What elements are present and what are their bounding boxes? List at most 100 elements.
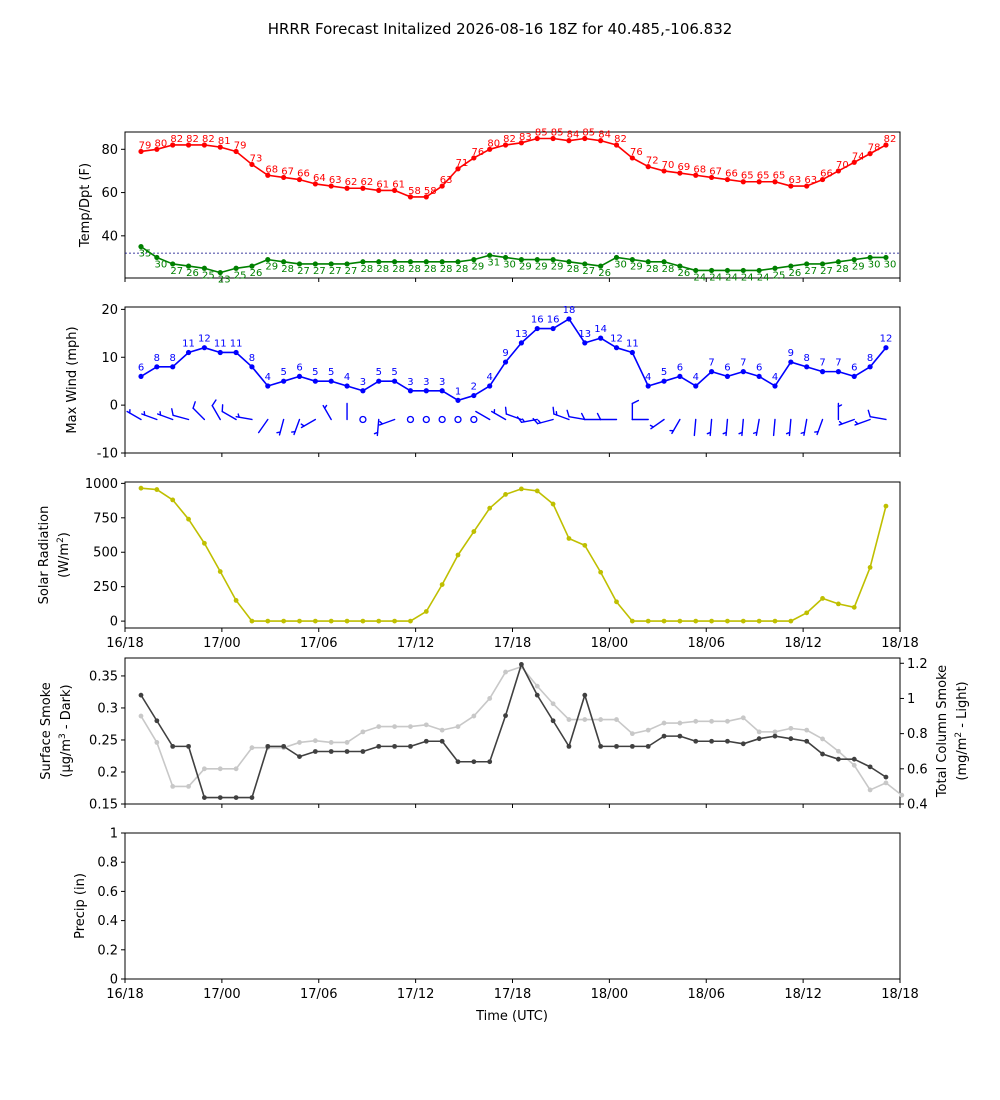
solar-radiation-point xyxy=(677,618,683,624)
temperature-data-label: 62 xyxy=(361,177,374,188)
wind-barb xyxy=(291,418,301,436)
surface-smoke-point xyxy=(233,795,239,800)
dewpoint-data-label: 29 xyxy=(551,262,564,273)
surface-smoke-point xyxy=(281,743,287,749)
wind-barb-full-flag xyxy=(211,399,217,407)
wind-barb-half-flag xyxy=(129,408,131,414)
surface-smoke-point xyxy=(614,743,619,749)
dewpoint-point xyxy=(217,269,223,276)
dewpoint-data-label: 30 xyxy=(154,259,167,270)
solar-radiation-point xyxy=(629,618,635,624)
y2-tick-label: 1 xyxy=(907,692,915,707)
total-column-smoke-point xyxy=(455,724,461,730)
dewpoint-data-label: 28 xyxy=(392,264,405,275)
dewpoint-point xyxy=(598,263,604,269)
wind-point xyxy=(265,383,271,389)
dewpoint-point xyxy=(550,257,556,263)
wind-barb-half-flag xyxy=(143,411,146,416)
temperature-data-label: 70 xyxy=(836,160,849,171)
dewpoint-data-label: 23 xyxy=(218,275,231,286)
dewpoint-point xyxy=(502,254,509,261)
wind-point xyxy=(613,345,620,351)
precip-ylabel: Precip (in) xyxy=(73,873,88,939)
y-tick-label: 10 xyxy=(101,351,118,366)
dewpoint-data-label: 28 xyxy=(281,264,294,275)
wind-barb-half-flag xyxy=(722,431,728,435)
dewpoint-point xyxy=(328,261,334,267)
surface-smoke-point xyxy=(709,738,714,744)
wind-barb-full-flag xyxy=(516,416,523,423)
dewpoint-data-label: 27 xyxy=(804,266,817,277)
surface-smoke-point xyxy=(788,736,794,742)
dewpoint-point xyxy=(693,267,699,274)
y-tick-label: 0.4 xyxy=(97,914,118,929)
dewpoint-data-label: 35 xyxy=(139,249,152,260)
temperature-data-label: 82 xyxy=(202,134,215,145)
wind-point xyxy=(518,340,525,346)
temperature-data-label: 82 xyxy=(186,134,199,145)
temperature-point xyxy=(709,174,715,181)
wind-barb xyxy=(706,418,713,437)
wind-barb-half-flag xyxy=(854,420,859,425)
wind-barb xyxy=(596,412,618,421)
wind-point xyxy=(724,373,731,380)
wind-barb xyxy=(192,401,206,421)
solar-radiation-point xyxy=(408,618,413,624)
temperature-data-label: 76 xyxy=(471,147,484,158)
x-tick-label: 18/12 xyxy=(784,636,821,651)
surface-smoke-point xyxy=(376,743,382,749)
temperature-point xyxy=(883,142,889,148)
y-tick-label: 250 xyxy=(93,580,118,595)
y-tick-label: 0 xyxy=(110,399,118,414)
wind-data-label: 4 xyxy=(693,372,699,383)
wind-barb-half-flag xyxy=(159,411,162,416)
wind-barb-full-flag xyxy=(552,406,555,415)
temperature-line xyxy=(140,137,887,198)
y-tick-label: 0 xyxy=(110,973,118,988)
dewpoint-data-label: 28 xyxy=(408,264,421,275)
wind-barb xyxy=(722,418,729,437)
total-column-smoke-point xyxy=(899,792,905,798)
surface-smoke-point xyxy=(344,749,350,754)
total-column-smoke-line xyxy=(140,665,903,796)
y-tick-label: 0.15 xyxy=(89,798,118,813)
solar-radiation-point xyxy=(344,618,350,624)
temperature-point xyxy=(867,151,873,157)
wind-barb-half-flag xyxy=(537,419,542,424)
total-column-smoke-point xyxy=(439,727,445,733)
wind-data-label: 3 xyxy=(423,377,429,388)
temp-dewpoint-ylabel: Temp/Dpt (F) xyxy=(78,163,93,248)
wind-data-label: 11 xyxy=(230,338,243,349)
temperature-data-label: 73 xyxy=(250,153,263,164)
total-column-smoke-point xyxy=(360,729,366,735)
total-column-smoke-point xyxy=(503,669,508,675)
wind-barb-half-flag xyxy=(785,431,791,435)
solar-radiation-point xyxy=(566,536,572,541)
dewpoint-point xyxy=(423,259,429,265)
dewpoint-data-label: 30 xyxy=(503,259,516,270)
surface-smoke-point xyxy=(217,795,223,800)
dewpoint-data-label: 28 xyxy=(836,264,849,275)
wind-barb xyxy=(752,418,760,436)
y-tick-label: 40 xyxy=(101,229,118,244)
total-column-smoke-point xyxy=(867,787,873,793)
wind-barb-shaft xyxy=(568,416,586,421)
smoke-ylabel-right-unit: (mg/m2 - Light) xyxy=(954,681,970,780)
solar-radiation-point xyxy=(519,486,524,492)
wind-barb-half-flag xyxy=(752,431,758,434)
y-tick-label: -10 xyxy=(97,447,118,462)
temperature-data-label: 85 xyxy=(582,127,595,138)
y-tick-label: 1000 xyxy=(85,477,118,492)
dewpoint-data-label: 29 xyxy=(519,262,532,273)
dewpoint-point xyxy=(407,259,414,265)
total-column-smoke-point xyxy=(312,738,318,744)
surface-smoke-point xyxy=(772,733,778,739)
y-tick-label: 1 xyxy=(110,827,118,842)
dewpoint-point xyxy=(439,259,445,265)
x-tick-label: 18/12 xyxy=(784,987,821,1002)
x-tick-label: 17/06 xyxy=(300,987,337,1002)
total-column-smoke-point xyxy=(217,766,223,772)
wind-barb xyxy=(322,404,332,421)
wind-line xyxy=(140,318,887,402)
temperature-data-label: 62 xyxy=(345,177,358,188)
